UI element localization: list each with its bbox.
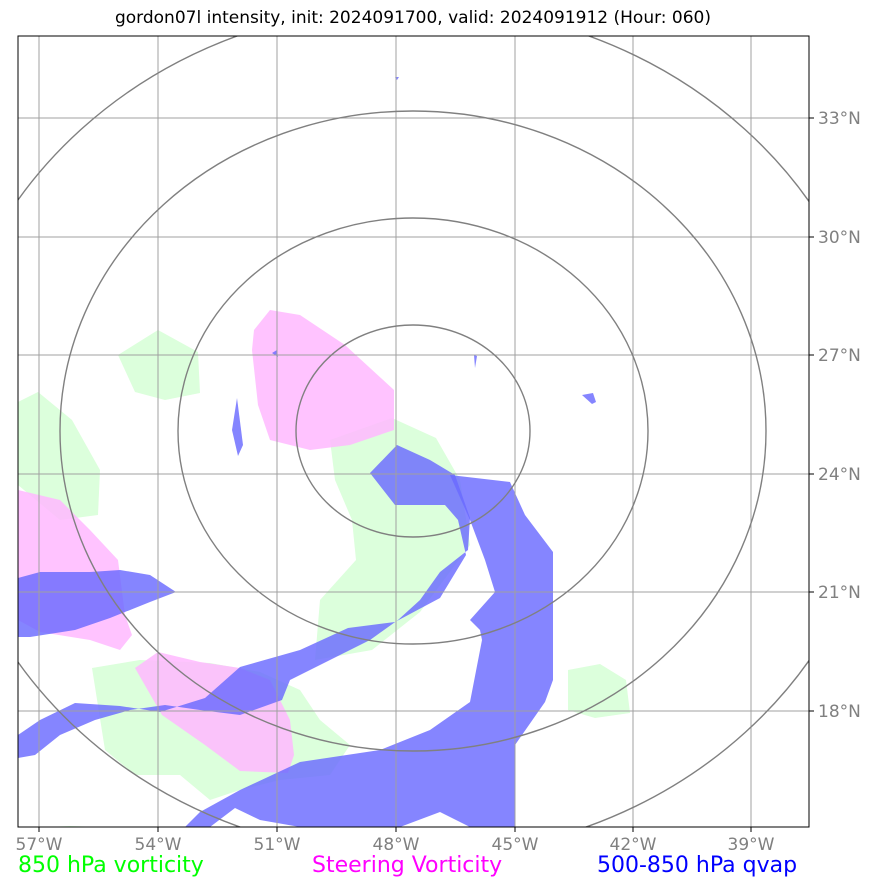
x-tick-label: 54°W <box>135 835 182 855</box>
legend-vorticity-850: 850 hPa vorticity <box>18 853 204 878</box>
y-tick-labels: 33°N 30°N 27°N 24°N 21°N 18°N <box>818 109 861 722</box>
x-tick-label: 39°W <box>728 835 775 855</box>
distance-rings <box>18 36 809 827</box>
x-tick-label: 48°W <box>373 835 420 855</box>
y-tick-label: 21°N <box>818 583 861 603</box>
x-tick-label: 45°W <box>492 835 539 855</box>
y-tick-label: 30°N <box>818 228 861 248</box>
map-title: gordon07l intensity, init: 2024091700, v… <box>114 8 711 28</box>
x-tick-label: 57°W <box>16 835 63 855</box>
y-tick-label: 27°N <box>818 346 861 366</box>
x-tick-labels: 57°W 54°W 51°W 48°W 45°W 42°W 39°W <box>16 835 775 855</box>
y-tick-label: 33°N <box>818 109 861 129</box>
tick-marks <box>38 117 814 832</box>
graticule <box>18 36 809 827</box>
legend-qvap: 500-850 hPa qvap <box>597 853 798 878</box>
x-tick-label: 51°W <box>254 835 301 855</box>
qvap-field <box>18 77 596 827</box>
y-tick-label: 18°N <box>818 702 861 722</box>
y-tick-label: 24°N <box>818 465 861 485</box>
legend-steering-vorticity: Steering Vorticity <box>312 853 503 878</box>
map-frame <box>17 35 810 828</box>
x-tick-label: 42°W <box>610 835 657 855</box>
